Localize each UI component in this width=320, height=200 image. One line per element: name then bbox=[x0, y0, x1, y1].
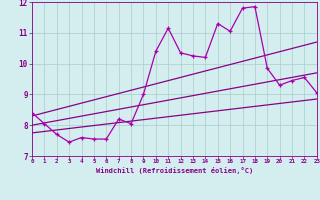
X-axis label: Windchill (Refroidissement éolien,°C): Windchill (Refroidissement éolien,°C) bbox=[96, 167, 253, 174]
